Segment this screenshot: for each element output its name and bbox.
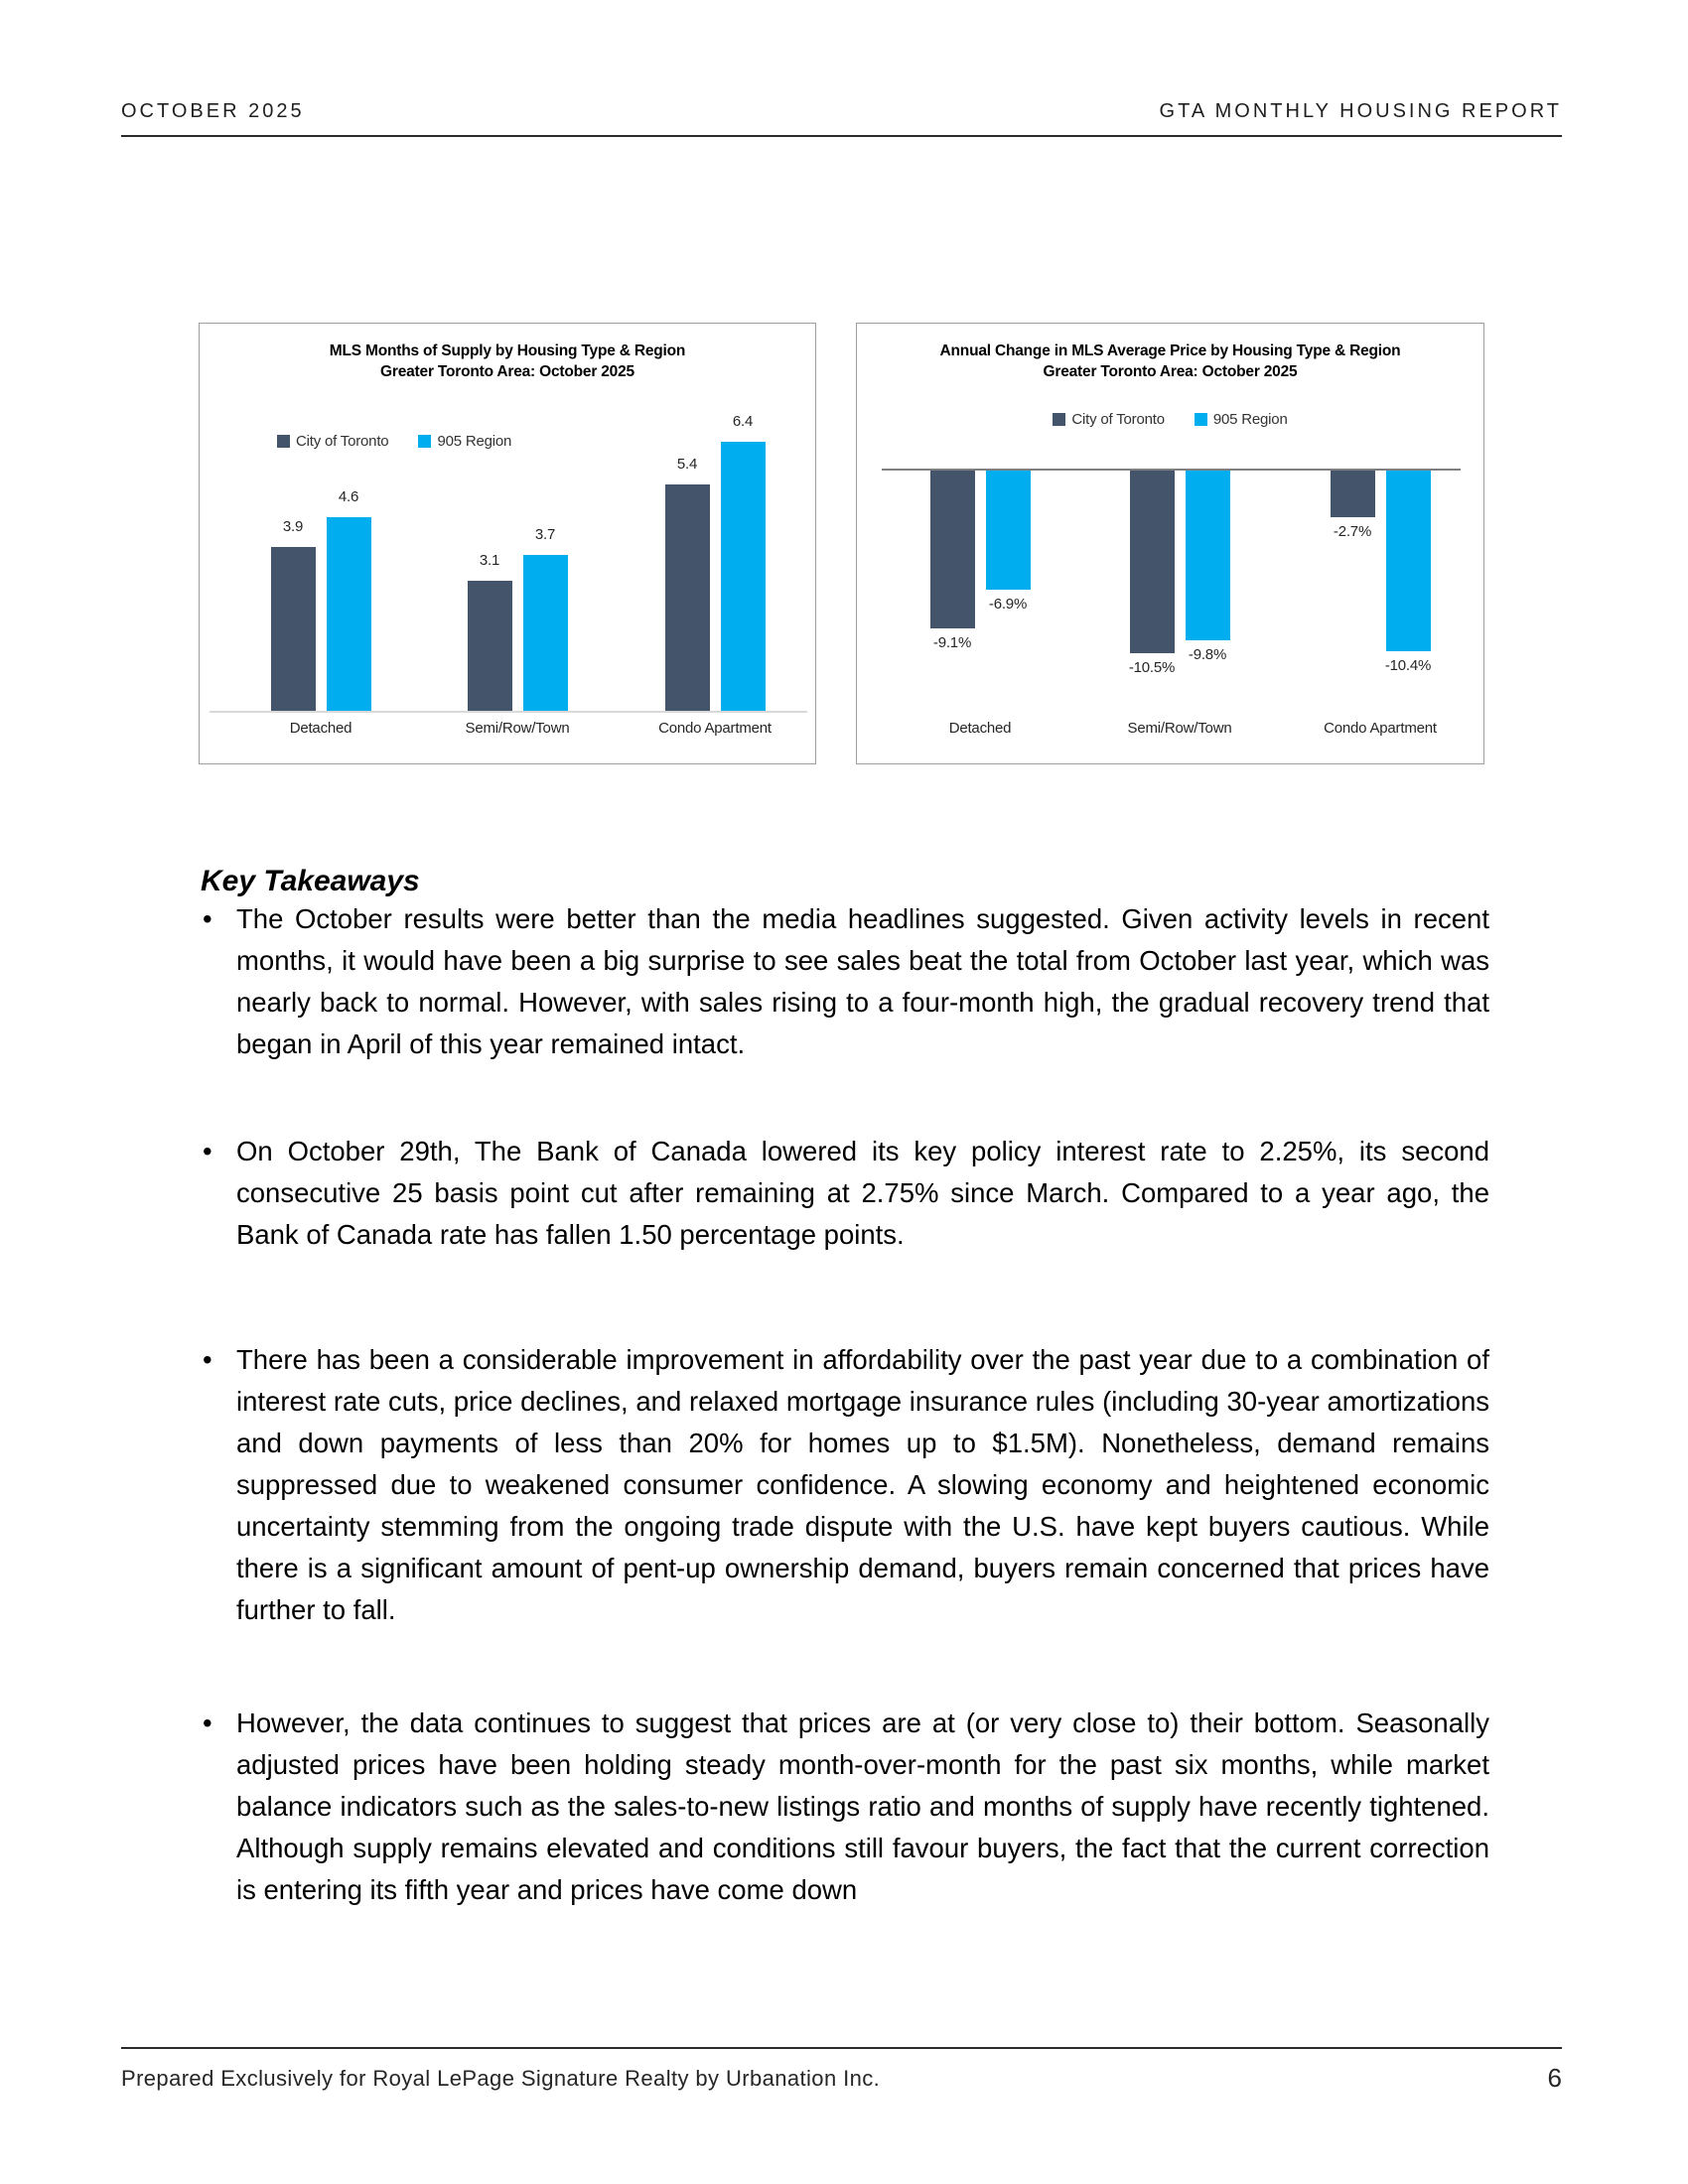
bar	[1129, 470, 1175, 653]
legend-item: City of Toronto	[277, 433, 389, 450]
header-date: OCTOBER 2025	[121, 100, 305, 122]
bar	[326, 517, 371, 711]
bar	[1185, 470, 1230, 641]
chart-plot-area: -9.1% -10.5% -2.7% -6.9% -9.8% -10.4% Detached…	[857, 324, 1483, 763]
chart-legend: City of Toronto 905 Region	[857, 411, 1483, 428]
chart-title-line2: Greater Toronto Area: October 2025	[380, 363, 634, 380]
x-axis-line	[210, 711, 807, 713]
chart-title: MLS Months of Supply by Housing Type & R…	[200, 341, 815, 382]
footer-rule	[121, 2047, 1562, 2049]
header-rule	[121, 135, 1562, 137]
legend-label: City of Toronto	[296, 433, 389, 450]
category-label: Condo Apartment	[658, 720, 772, 737]
chart-title: Annual Change in MLS Average Price by Ho…	[857, 341, 1483, 382]
bar-value-label: 5.4	[676, 455, 698, 473]
bar	[270, 547, 316, 711]
legend-swatch-icon	[1053, 413, 1066, 426]
bar	[664, 483, 710, 711]
chart-title-line1: MLS Months of Supply by Housing Type & R…	[329, 342, 686, 359]
category-label: Semi/Row/Town	[465, 720, 570, 737]
chart-title-line1: Annual Change in MLS Average Price by Ho…	[939, 342, 1401, 359]
key-takeaways-heading: Key Takeaways	[201, 864, 420, 897]
bar-value-label: 4.6	[338, 488, 359, 506]
bar	[1385, 470, 1431, 652]
bar-value-label: 6.4	[732, 413, 754, 431]
bar-value-label: 3.1	[479, 551, 500, 569]
bar	[985, 470, 1031, 591]
category-label: Detached	[289, 720, 352, 737]
bar	[522, 555, 568, 711]
bar-value-label: 3.9	[282, 518, 304, 536]
category-label: Condo Apartment	[1324, 720, 1437, 737]
bar-value-label: -9.1%	[932, 634, 972, 652]
chart-months-of-supply: MLS Months of Supply by Housing Type & R…	[199, 323, 816, 764]
bar-value-label: -9.8%	[1188, 646, 1227, 664]
legend-item: 905 Region	[418, 433, 511, 450]
zero-axis-line	[882, 469, 1461, 471]
takeaway-bullet-2: On October 29th, The Bank of Canada lowe…	[201, 1131, 1489, 1256]
legend-swatch-icon	[277, 435, 290, 448]
page-number: 6	[1547, 2063, 1562, 2093]
legend-item: City of Toronto	[1053, 411, 1165, 428]
legend-label: 905 Region	[437, 433, 512, 450]
bar-value-label: 3.7	[534, 526, 556, 544]
legend-swatch-icon	[418, 435, 432, 448]
takeaway-bullet-1: The October results were better than the…	[201, 898, 1489, 1065]
bar-value-label: -10.4%	[1384, 657, 1432, 675]
chart-plot-area: 3.9 3.1 5.4 4.6 3.7 6.4 Detached Semi/Row/Town C…	[200, 324, 815, 763]
chart-legend: City of Toronto 905 Region	[277, 433, 511, 450]
bar	[1330, 470, 1375, 517]
bar	[929, 470, 975, 629]
footer-attribution: Prepared Exclusively for Royal LePage Si…	[121, 2066, 881, 2091]
legend-swatch-icon	[1194, 413, 1207, 426]
bar-value-label: -6.9%	[988, 596, 1028, 614]
bar-value-label: -10.5%	[1128, 658, 1176, 676]
takeaway-bullet-3: There has been a considerable improvemen…	[201, 1339, 1489, 1631]
header-report-title: GTA MONTHLY HOUSING REPORT	[1159, 100, 1562, 122]
bar-value-label: -2.7%	[1333, 522, 1372, 540]
legend-label: City of Toronto	[1071, 411, 1165, 428]
bar	[467, 580, 512, 711]
legend-label: 905 Region	[1212, 411, 1288, 428]
takeaway-bullet-4: However, the data continues to suggest t…	[201, 1703, 1489, 1911]
key-takeaways-list: The October results were better than the…	[201, 898, 1489, 1911]
legend-item: 905 Region	[1194, 411, 1288, 428]
bar	[720, 442, 766, 711]
category-label: Semi/Row/Town	[1127, 720, 1232, 737]
chart-title-line2: Greater Toronto Area: October 2025	[1043, 363, 1298, 380]
category-label: Detached	[948, 720, 1012, 737]
chart-annual-price-change: Annual Change in MLS Average Price by Ho…	[856, 323, 1484, 764]
